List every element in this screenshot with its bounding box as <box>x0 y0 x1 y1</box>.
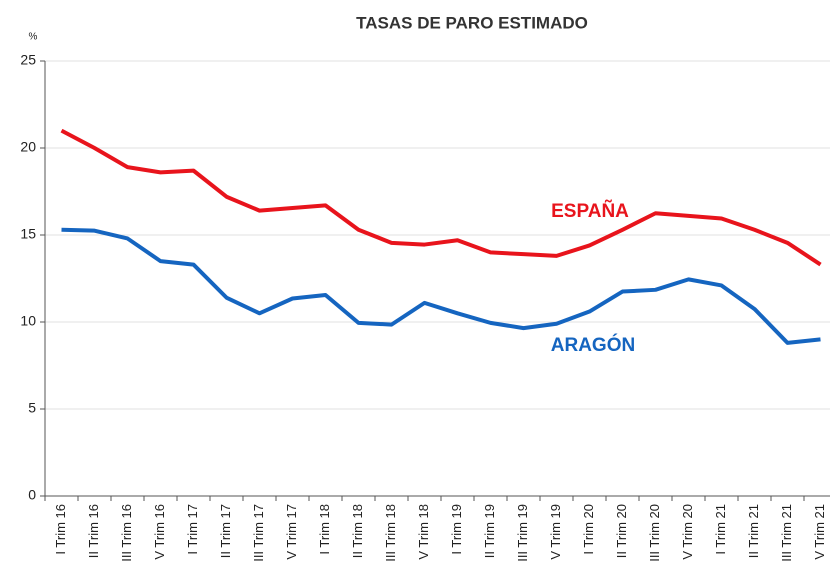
x-tick-label: III Trim 17 <box>251 504 266 562</box>
x-tick-label: II Trim 20 <box>614 504 629 558</box>
x-tick-label: II Trim 18 <box>350 504 365 558</box>
x-tick-label: I Trim 18 <box>317 504 332 555</box>
x-tick-label: II Trim 21 <box>746 504 761 558</box>
x-tick-label: III Trim 18 <box>383 504 398 562</box>
y-tick-label: 0 <box>28 487 36 503</box>
x-tick-label: I Trim 16 <box>53 504 68 555</box>
x-tick-label: I Trim 19 <box>449 504 464 555</box>
x-tick-label: II Trim 17 <box>218 504 233 558</box>
y-tick-label: 25 <box>20 52 36 68</box>
y-tick-label: 10 <box>20 313 36 329</box>
x-tick-label: III Trim 21 <box>779 504 794 562</box>
x-tick-label: I Trim 21 <box>713 504 728 555</box>
x-tick-label: III Trim 19 <box>515 504 530 562</box>
y-tick-label: 20 <box>20 139 36 155</box>
x-tick-label: II Trim 19 <box>482 504 497 558</box>
x-tick-label: I Trim 17 <box>185 504 200 555</box>
x-tick-label: V Trim 21 <box>812 504 827 560</box>
legend-label: ESPAÑA <box>551 200 629 222</box>
y-axis-unit: % <box>29 32 38 43</box>
x-tick-label: V Trim 20 <box>680 504 695 560</box>
x-tick-label: V Trim 16 <box>152 504 167 560</box>
series-line <box>60 128 822 267</box>
x-tick-label: II Trim 16 <box>86 504 101 558</box>
x-tick-label: III Trim 16 <box>119 504 134 562</box>
x-tick-label: V Trim 19 <box>548 504 563 560</box>
x-tick-label: V Trim 18 <box>416 504 431 560</box>
y-tick-label: 5 <box>28 400 36 416</box>
x-tick-label: I Trim 20 <box>581 504 596 555</box>
x-tick-label: V Trim 17 <box>284 504 299 560</box>
legend-label: ARAGÓN <box>551 334 635 356</box>
x-tick-label: III Trim 20 <box>647 504 662 562</box>
series-line <box>61 227 821 345</box>
chart-title: TASAS DE PARO ESTIMADO <box>356 13 588 32</box>
y-tick-label: 15 <box>20 226 36 242</box>
